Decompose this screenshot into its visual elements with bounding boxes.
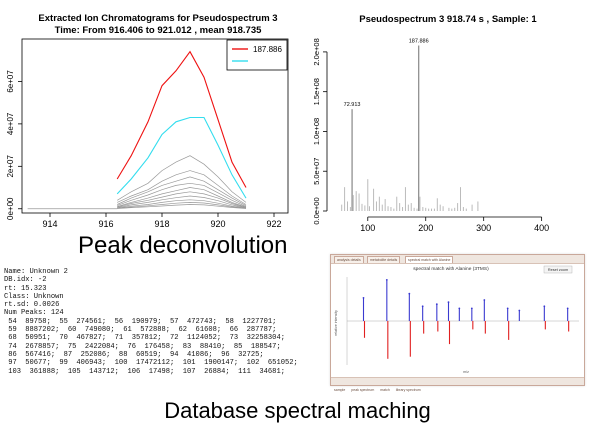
tab-analysis-details[interactable]: analysis details [334, 256, 364, 263]
eic-series-line-10 [117, 199, 247, 209]
nist-record-line: 54 89758; 55 274561; 56 190979; 57 47274… [4, 317, 277, 326]
nist-record-line: Class: Unknown [4, 292, 64, 301]
tab-metabolite-details[interactable]: metabolite details [367, 256, 401, 263]
eic-series-line-6 [117, 182, 247, 207]
spectral-match-panel: analysis details metabolite details spec… [330, 254, 585, 392]
pseudospectrum-y-tick-label: 1.5e+08 [312, 78, 321, 105]
footer-peak-spectrum[interactable]: peak spectrum [351, 388, 375, 392]
nist-record-line: rt: 15.323 [4, 284, 47, 293]
eic-series-line-2 [116, 116, 247, 199]
match-plot: spectral match with Alanine (3TMS) Reset… [334, 265, 579, 374]
eic-legend-box [226, 39, 288, 71]
pseudospectrum-x-tick-label: 400 [534, 223, 549, 233]
nist-record-line: rt.sd: 0.0026 [4, 301, 60, 310]
footer-library-spectrum[interactable]: library spectrum [395, 388, 421, 392]
pseudospectrum-x-tick-label: 300 [476, 223, 491, 233]
nist-record-line: 59 8887202; 60 749080; 61 572888; 62 616… [4, 326, 277, 335]
eic-series-line-1 [116, 50, 247, 188]
footer-match[interactable]: match [380, 388, 390, 392]
reset-zoom-button[interactable] [543, 265, 573, 274]
eic-series-line-8 [117, 191, 247, 208]
eic-y-tick-label: 4e+07 [6, 112, 15, 135]
eic-plot-frame [21, 38, 289, 214]
nist-record-line: DB.idx: -2 [4, 276, 47, 285]
reset-zoom-label: Reset zoom [548, 268, 568, 272]
eic-series-line-4 [117, 170, 247, 205]
eic-y-tick-label: 2e+07 [6, 155, 15, 178]
caption-database-spectral-matching: Database spectral maching [164, 398, 431, 423]
match-peak-marker [408, 292, 411, 295]
pseudospectrum-peak-label: 187.886 [409, 39, 429, 45]
eic-x-tick-label: 918 [154, 219, 169, 229]
eic-x-tick-label: 914 [42, 219, 57, 229]
eic-legend-label-1: 187.886 [253, 45, 282, 54]
nist-record-line: 74 2678857; 75 2422084; 76 176458; 83 88… [4, 342, 281, 351]
eic-series-line-7 [117, 187, 247, 208]
pseudospectrum-x-tick-label: 200 [418, 223, 433, 233]
match-peak-marker [566, 307, 569, 310]
eic-series-line-12 [117, 204, 247, 209]
pseudospectrum-y-tick-label: 0.0e+00 [312, 197, 321, 224]
pseudospectrum-y-tick-label: 1.0e+08 [312, 118, 321, 145]
eic-x-tick-label: 920 [210, 219, 225, 229]
eic-series-line-9 [117, 195, 247, 209]
tab-spectral-match[interactable]: spectral match with Alanine [405, 256, 454, 263]
nist-record-line: Name: Unknown 2 [4, 268, 68, 276]
match-x-label: m/z [463, 370, 469, 374]
footer-sample[interactable]: sample [334, 388, 346, 392]
eic-y-tick-label: 0e+00 [6, 197, 15, 220]
match-peak-marker [543, 305, 546, 308]
match-footer: sample peak spectrum match library spectrum [331, 377, 584, 392]
match-peak-marker [421, 305, 424, 308]
eic-x-tick-label: 916 [98, 219, 113, 229]
match-peak-marker [483, 299, 486, 301]
pseudospectrum-x-tick-label: 100 [360, 223, 375, 233]
eic-chart: Extracted Ion Chromatograms for Pseudosp… [6, 13, 289, 229]
nist-record-line: 68 50951; 70 467827; 71 357812; 72 11240… [4, 334, 285, 343]
eic-x-tick-label: 922 [266, 219, 281, 229]
match-y-label: relative intensity [334, 310, 338, 336]
eic-y-tick-label: 6e+07 [6, 70, 15, 93]
nist-record: Name: Unknown 2 DB.idx: -2 rt: 15.323 Class… [4, 268, 319, 388]
pseudospectrum-chart: Pseudospectrum 3 918.74 s , Sample: 1 72… [312, 14, 549, 233]
caption-peak-deconvolution: Peak deconvolution [78, 232, 288, 259]
eic-subtitle: Time: From 916.406 to 921.012 , mean 918… [55, 25, 263, 36]
eic-axes: 914 916 918 920 922 0e+00 2e+07 4e+07 6e+07 [6, 70, 282, 229]
match-peak-marker [458, 307, 461, 310]
eic-series-line-3 [117, 155, 247, 203]
nist-record-line: 97 50677; 99 406943; 100 17472112; 101 1… [4, 359, 298, 368]
eic-lines [27, 50, 247, 210]
match-peak-marker [362, 297, 365, 299]
eic-title: Extracted Ion Chromatograms for Pseudosp… [38, 13, 277, 24]
match-peak-marker [447, 301, 450, 303]
match-peak-marker [470, 307, 473, 310]
match-title: spectral match with Alanine (3TMS) [413, 266, 489, 272]
match-tabs: analysis details metabolite details spec… [331, 255, 584, 264]
nist-record-line: 103 361888; 105 143712; 106 17498; 107 2… [4, 367, 285, 376]
pseudospectrum-bars: 72.913 187.886 [341, 39, 479, 211]
eic-legend: 187.886 [226, 39, 288, 71]
nist-record-line: Num Peaks: 124 [4, 309, 64, 318]
match-peak-marker [435, 303, 438, 306]
pseudospectrum-axes: 100 200 300 400 0.0e+00 5.0e+07 1.0e+08 1.5e+08… [312, 38, 549, 233]
match-peaks [362, 278, 570, 359]
eic-series-line-5 [117, 176, 247, 206]
pseudospectrum-y-tick-label: 2.0e+08 [312, 38, 321, 65]
match-peak-marker [518, 309, 521, 312]
pseudospectrum-peak-label: 72.913 [344, 102, 361, 108]
match-peak-marker [506, 307, 509, 310]
eic-series-line-11 [117, 202, 247, 209]
match-peak-marker [385, 278, 388, 281]
nist-record-line: 86 567416; 87 252086; 88 60519; 94 41086… [4, 350, 264, 359]
pseudospectrum-y-tick-label: 5.0e+07 [312, 158, 321, 185]
pseudospectrum-title: Pseudospectrum 3 918.74 s , Sample: 1 [359, 14, 537, 25]
